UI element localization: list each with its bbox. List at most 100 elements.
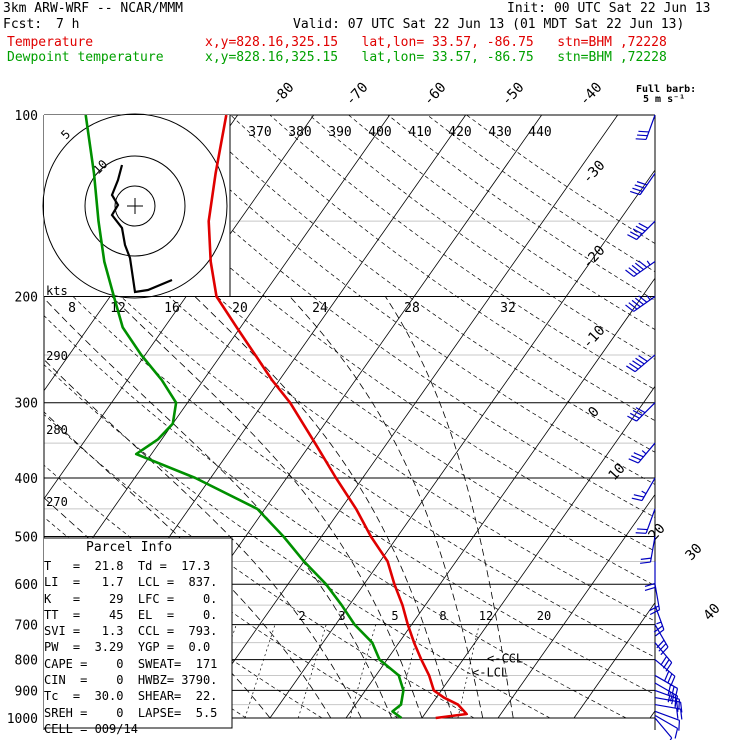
hodograph-ring <box>84 155 186 257</box>
wind-barb-flag <box>680 709 683 720</box>
wind-barb-flag <box>662 659 670 669</box>
dewpoint-line <box>84 114 405 720</box>
wind-barb-flag <box>628 267 638 275</box>
ccl-marker: <-CCL <box>487 651 523 665</box>
theta-label: 410 <box>408 125 431 140</box>
wind-barb-staff <box>654 624 669 648</box>
dry-adiabat <box>44 315 627 719</box>
isotherm <box>269 169 655 719</box>
wind-barb-half <box>646 260 651 266</box>
wind-barb-staff <box>645 508 656 534</box>
theta-label: 440 <box>528 125 551 140</box>
wind-barb <box>654 703 683 720</box>
wind-barb <box>628 442 656 464</box>
hodograph-ring <box>42 113 228 299</box>
isotherm-label: -80 <box>269 80 298 109</box>
valid-time: Valid: 07 UTC Sat 22 Jun 13 (01 MDT Sat … <box>293 17 685 32</box>
wind-barb <box>627 220 656 241</box>
moist-adiabat <box>194 296 453 719</box>
wind-barb-flag <box>632 409 643 416</box>
wind-barb-flag <box>638 355 648 362</box>
wind-barb-flag <box>653 625 663 633</box>
wind-barb-flag <box>671 693 675 705</box>
speed-scale-label: 32 <box>500 301 516 316</box>
wind-barb-staff <box>641 477 656 501</box>
wind-barb-flag <box>649 609 660 616</box>
dewpoint-location: x,y=828.16,325.15 lat,lon= 33.57, -86.75… <box>205 50 667 65</box>
theta-label: 390 <box>328 125 351 140</box>
dry-adiabat <box>269 115 655 391</box>
wind-barb-half <box>669 696 673 702</box>
wind-barb-half <box>641 490 647 495</box>
wind-barb <box>631 477 656 502</box>
wind-barb-flag <box>635 532 647 534</box>
parcel-row-cell: CELL = 009/14 <box>44 721 138 736</box>
wind-barb <box>625 260 656 277</box>
wind-barb-staff <box>654 659 676 677</box>
wind-barb-flag <box>626 365 636 373</box>
wind-barb-flag <box>676 701 679 712</box>
barb-legend-title: Full barb: <box>636 84 697 95</box>
wind-barb-staff <box>637 442 656 464</box>
speed-scale-label: 20 <box>232 301 248 316</box>
dry-adiabat <box>44 413 475 719</box>
dry-adiabat <box>348 115 655 330</box>
wind-barb-flag <box>660 646 669 656</box>
wind-barb <box>653 604 665 637</box>
wind-barb-flag <box>665 662 673 672</box>
dry-adiabat <box>230 115 655 422</box>
pressure-tick-label: 1000 <box>7 712 38 727</box>
wind-barb-flag <box>644 582 656 588</box>
isotherm-label: -40 <box>577 80 606 109</box>
pressure-tick-label: 700 <box>15 619 38 634</box>
dry-adiabat <box>44 364 551 719</box>
wind-barb-staff <box>654 604 665 630</box>
pressure-tick-label: 300 <box>15 397 38 412</box>
wind-barb-staff <box>654 682 678 697</box>
isotherm-label: -20 <box>580 243 609 272</box>
wind-barb-staff <box>654 714 678 729</box>
wind-barb-flag <box>660 656 668 666</box>
wind-barb-flag <box>674 695 679 707</box>
wind-barb-flag <box>632 187 643 193</box>
temperature-legend: Temperature <box>7 35 94 50</box>
isotherm-label: 30 <box>682 541 705 564</box>
wind-barb-flag <box>627 234 637 241</box>
wind-barb-flag <box>671 686 675 697</box>
parcel-info-panel: T = 21.8 Td = 17.3 LI = 1.7 LCL = 837. K… <box>44 538 230 736</box>
wind-barb <box>654 682 679 707</box>
isotherm-label: 40 <box>700 601 723 624</box>
wind-barb-staff <box>654 703 681 710</box>
wind-barb-half <box>656 621 662 625</box>
wind-barb <box>627 402 656 422</box>
wind-barb-half <box>646 295 651 301</box>
wind-barb <box>654 659 676 687</box>
hodograph-ring <box>114 185 156 227</box>
wind-barb <box>654 714 679 739</box>
isotherm-label: 10 <box>605 461 628 484</box>
mixing-ratio-label: 8 <box>439 609 446 623</box>
isotherm <box>0 115 10 718</box>
dry-adiabat <box>44 266 655 695</box>
dry-adiabat <box>72 115 655 552</box>
wind-barb <box>629 173 656 196</box>
wind-barb-staff <box>654 717 673 739</box>
mixing-ratio-label: 3 <box>338 609 345 623</box>
init-time: Init: 00 UTC Sat 22 Jun 13 <box>507 1 711 16</box>
isotherm <box>573 602 655 719</box>
wind-barb-flag <box>640 557 652 560</box>
wind-barb <box>635 508 656 534</box>
wind-barb-staff <box>633 261 656 277</box>
wind-barb-flag <box>638 130 649 133</box>
wind-barb-flag <box>640 561 651 564</box>
isotherm <box>44 115 391 608</box>
wind-barb-flag <box>678 720 681 731</box>
isotherm <box>44 115 315 500</box>
wind-barb-flag <box>634 297 644 306</box>
dry-adiabat <box>466 115 655 244</box>
wind-barb <box>626 354 656 373</box>
wind-barb <box>654 624 669 656</box>
wind-barb-flag <box>658 643 667 652</box>
